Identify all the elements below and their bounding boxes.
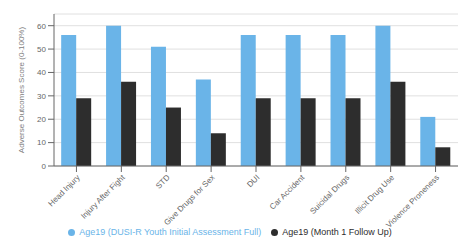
svg-text:0: 0 xyxy=(42,162,47,171)
svg-text:Head Injury: Head Injury xyxy=(47,173,82,208)
svg-text:20: 20 xyxy=(37,115,46,124)
svg-text:Adverse Outcomes Score (0-100%: Adverse Outcomes Score (0-100%) xyxy=(17,27,26,154)
svg-text:30: 30 xyxy=(37,92,46,101)
svg-text:Violence Proneness: Violence Proneness xyxy=(384,173,441,230)
html-text:Age19 (DUSI-R Youth Initial As: Age19 (DUSI-R Youth Initial Assessment F… xyxy=(79,227,262,237)
html-text:Age19 (Month 1 Follow Up): Age19 (Month 1 Follow Up) xyxy=(282,227,392,237)
svg-text:Suicidal Drugs: Suicidal Drugs xyxy=(308,173,351,216)
svg-text:DUI: DUI xyxy=(245,173,261,189)
svg-text:40: 40 xyxy=(37,68,46,77)
svg-text:Illicit Drug Use: Illicit Drug Use xyxy=(353,173,396,216)
svg-text:Injury After Fight: Injury After Fight xyxy=(79,173,127,221)
svg-text:60: 60 xyxy=(37,22,46,31)
svg-text:10: 10 xyxy=(37,138,46,147)
svg-text:Give Drugs for Sex: Give Drugs for Sex xyxy=(162,173,216,227)
svg-text:STD: STD xyxy=(154,173,172,191)
svg-text:Car Accident: Car Accident xyxy=(268,173,307,212)
svg-text:50: 50 xyxy=(37,45,46,54)
